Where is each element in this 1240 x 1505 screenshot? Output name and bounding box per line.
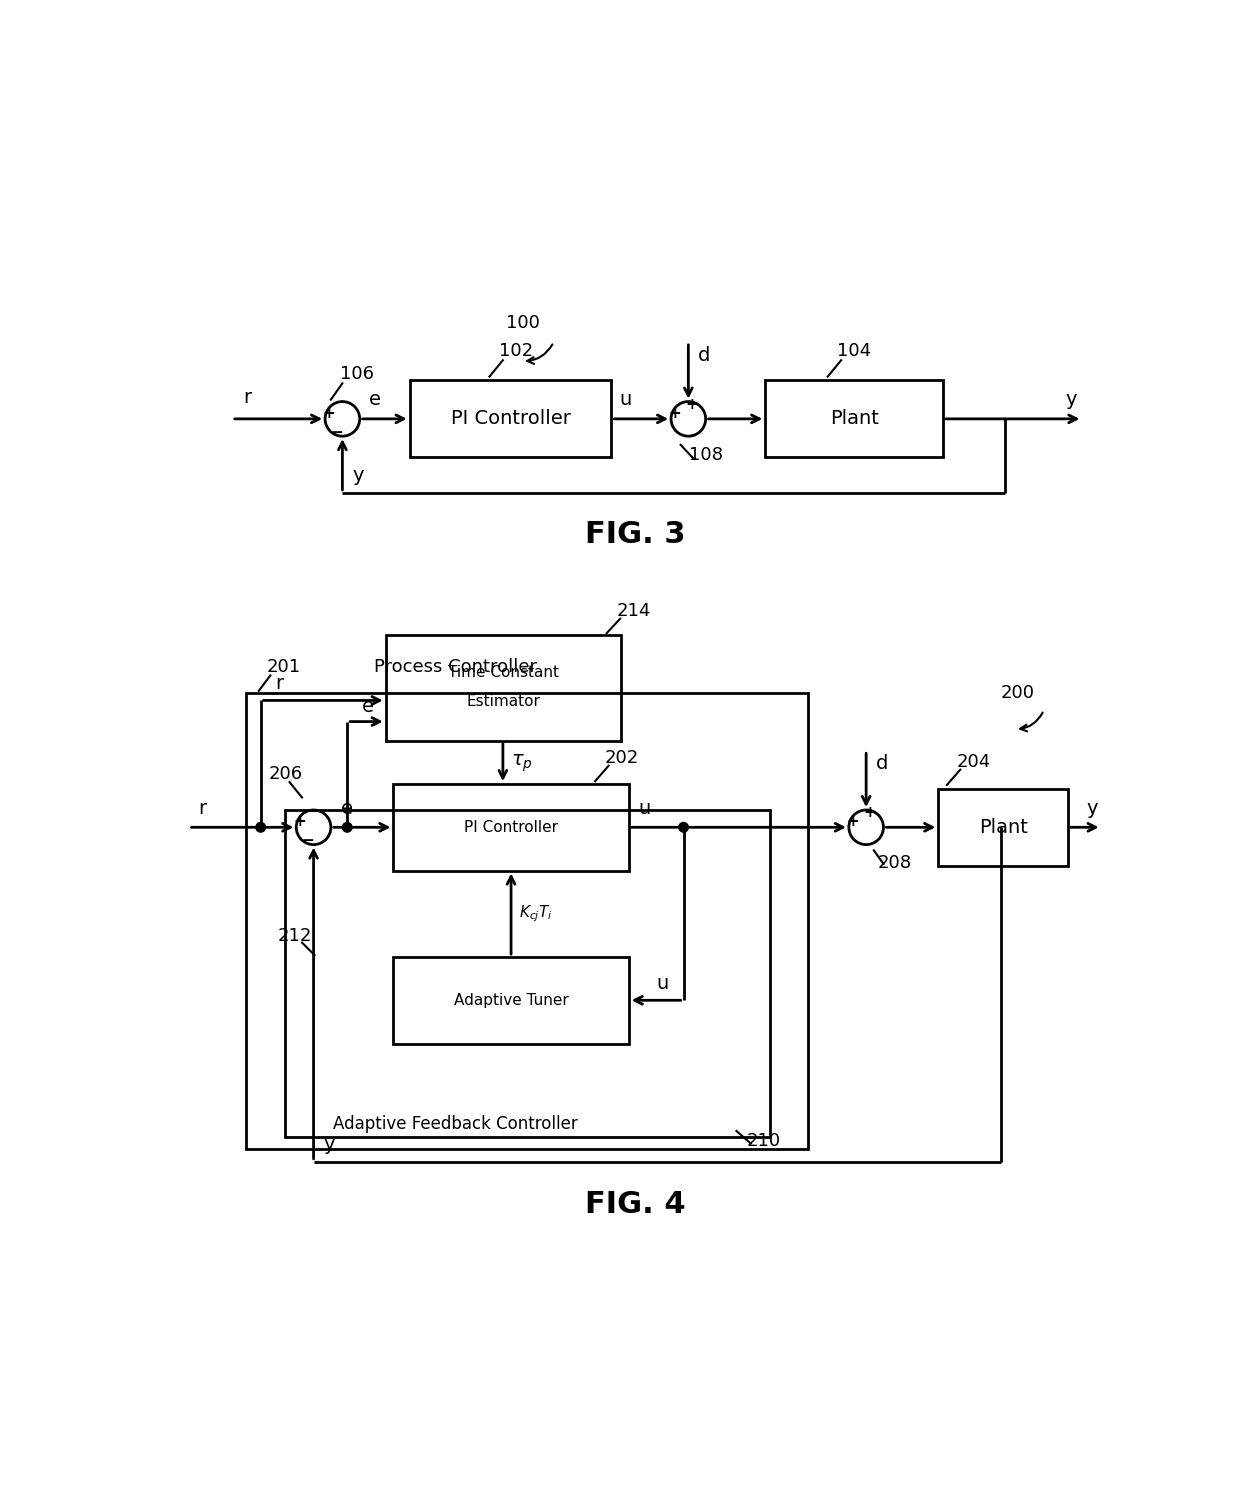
Text: −: − (330, 424, 343, 439)
Text: y: y (1065, 390, 1076, 409)
Bar (393, 784, 629, 870)
Text: d: d (875, 754, 888, 774)
Text: r: r (198, 799, 206, 817)
Text: r: r (275, 674, 283, 692)
FancyArrowPatch shape (1021, 712, 1043, 731)
Text: +: + (322, 406, 335, 420)
Text: y: y (352, 467, 363, 485)
Text: Process Controller: Process Controller (374, 658, 537, 676)
Bar (393, 957, 629, 1043)
Text: 210: 210 (746, 1132, 781, 1150)
Text: e: e (362, 697, 373, 716)
Text: Time Constant: Time Constant (448, 665, 559, 680)
Text: 102: 102 (498, 342, 533, 360)
Text: y: y (1086, 799, 1097, 817)
Text: FIG. 3: FIG. 3 (585, 519, 686, 549)
Text: Estimator: Estimator (466, 694, 541, 709)
Text: +: + (294, 814, 306, 829)
Text: +: + (686, 397, 698, 412)
Bar (765, 381, 944, 458)
Text: d: d (698, 346, 711, 364)
Text: r: r (243, 388, 252, 408)
Text: 214: 214 (616, 602, 651, 620)
Text: −: − (301, 834, 314, 849)
Bar (285, 810, 770, 1136)
Text: FIG. 4: FIG. 4 (585, 1189, 686, 1219)
Bar (939, 789, 1068, 865)
Text: $K_{cj}T_i$: $K_{cj}T_i$ (518, 903, 552, 924)
Text: 206: 206 (268, 765, 303, 783)
Text: 202: 202 (605, 749, 639, 766)
Text: e: e (341, 799, 352, 817)
Text: 106: 106 (340, 366, 373, 384)
Text: +: + (847, 814, 859, 829)
Text: Plant: Plant (978, 817, 1028, 837)
Text: Plant: Plant (830, 409, 879, 429)
Text: 200: 200 (1001, 685, 1034, 703)
Text: 212: 212 (278, 927, 312, 945)
FancyArrowPatch shape (527, 345, 553, 364)
Text: e: e (370, 390, 382, 409)
Text: PI Controller: PI Controller (450, 409, 570, 429)
Circle shape (678, 823, 688, 832)
Text: 104: 104 (837, 342, 872, 360)
Text: 204: 204 (956, 752, 991, 771)
Text: $\tau_p$: $\tau_p$ (511, 752, 532, 774)
Text: 201: 201 (267, 658, 300, 676)
Text: +: + (863, 805, 877, 820)
Text: 108: 108 (689, 445, 723, 464)
Circle shape (255, 823, 265, 832)
Text: 100: 100 (506, 315, 539, 333)
Text: +: + (668, 406, 681, 420)
Text: PI Controller: PI Controller (464, 820, 558, 835)
Text: y: y (324, 1135, 335, 1154)
Text: u: u (639, 799, 651, 817)
Text: Adaptive Feedback Controller: Adaptive Feedback Controller (332, 1115, 578, 1133)
Text: 208: 208 (878, 853, 911, 871)
Bar (247, 692, 808, 1150)
Text: Adaptive Tuner: Adaptive Tuner (454, 993, 568, 1008)
Bar (386, 635, 621, 740)
Text: u: u (619, 390, 631, 409)
Text: u: u (656, 974, 668, 993)
Circle shape (342, 823, 352, 832)
Bar (409, 381, 611, 458)
